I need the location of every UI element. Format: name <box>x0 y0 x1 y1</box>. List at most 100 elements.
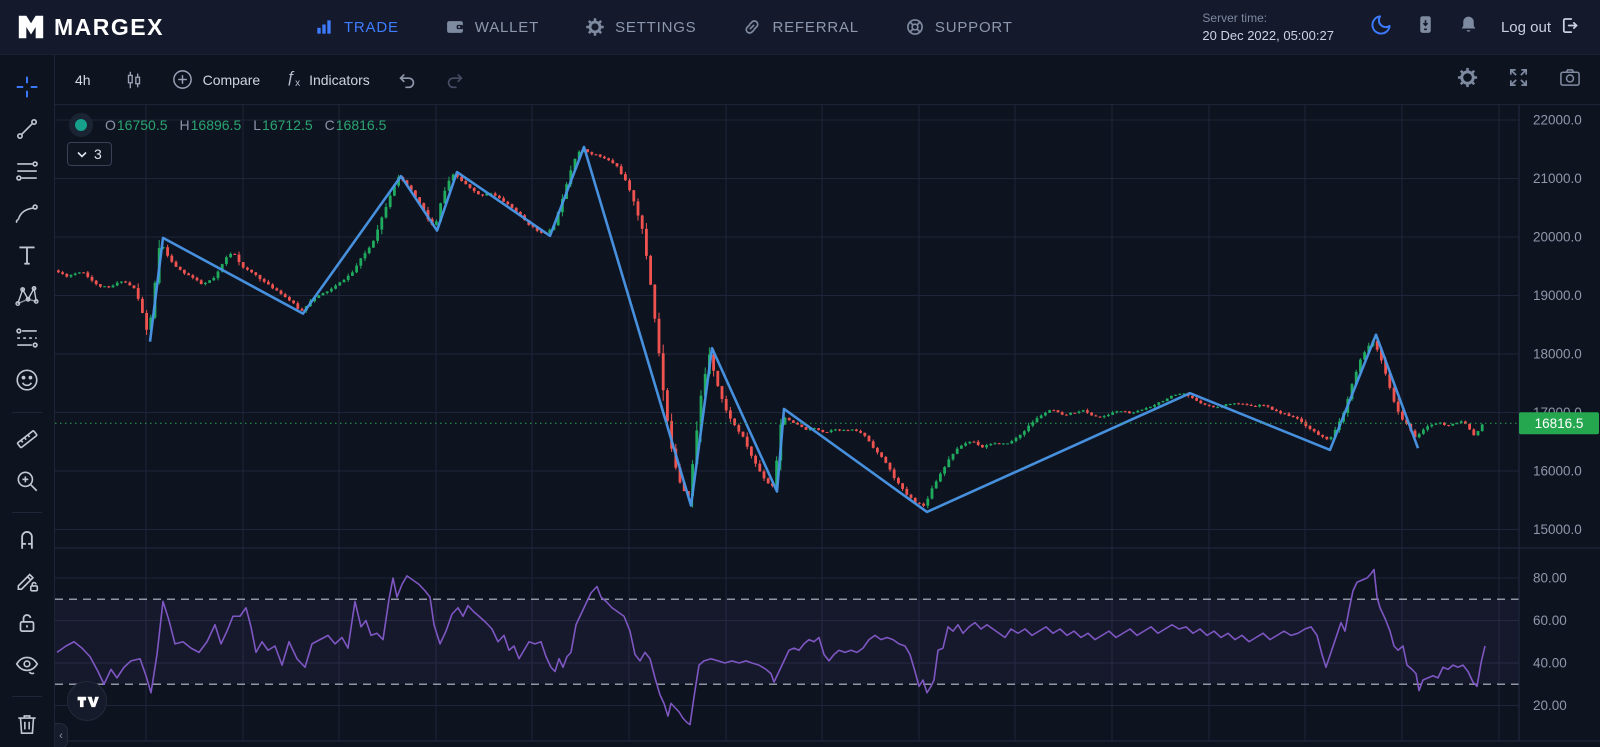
tool-crosshair[interactable] <box>0 69 55 111</box>
tradingview-logo-icon <box>77 696 99 708</box>
tool-drawing-sync-lock[interactable] <box>0 563 55 605</box>
svg-text:20.00: 20.00 <box>1533 698 1567 713</box>
lifebuoy-icon <box>905 17 925 37</box>
price-axis[interactable]: 22000.021000.020000.019000.018000.017000… <box>1533 113 1582 714</box>
nav-item-support[interactable]: SUPPORT <box>905 17 1013 37</box>
chart-settings-button[interactable] <box>1456 66 1479 94</box>
svg-text:15000.0: 15000.0 <box>1533 522 1582 537</box>
nav-item-referral[interactable]: REFERRAL <box>742 17 858 37</box>
trend-line-icon <box>14 116 40 147</box>
ruler-icon <box>14 426 40 457</box>
text-icon <box>14 242 40 273</box>
zoom-in-icon <box>14 468 40 499</box>
gear-icon <box>585 17 605 37</box>
svg-text:20000.0: 20000.0 <box>1533 230 1582 245</box>
interval-button[interactable]: 4h <box>69 72 97 88</box>
svg-text:40.00: 40.00 <box>1533 656 1567 671</box>
tool-ruler[interactable] <box>0 420 55 462</box>
svg-text:19000.0: 19000.0 <box>1533 288 1582 303</box>
svg-text:60.00: 60.00 <box>1533 613 1567 628</box>
nav-item-trade[interactable]: TRADE <box>314 17 399 37</box>
bell-icon <box>1458 13 1479 41</box>
tool-hide-all-drawings[interactable] <box>0 647 55 689</box>
margex-logo[interactable]: MARGEX <box>16 12 164 42</box>
tool-emoji[interactable] <box>0 362 55 404</box>
ohlc-high: H 16896.5 <box>179 117 242 133</box>
tool-brush[interactable] <box>0 194 55 236</box>
chevron-left-icon: ‹ <box>59 730 63 742</box>
candles-count-dropdown[interactable]: 3 <box>67 142 112 166</box>
trash-icon <box>14 711 40 742</box>
nav-item-wallet[interactable]: WALLET <box>445 17 539 37</box>
mobile-app-icon <box>1415 13 1436 41</box>
toolbar-separator <box>12 696 42 698</box>
chart-area: 22000.021000.020000.019000.018000.017000… <box>55 105 1600 747</box>
crosshair-icon <box>14 74 40 105</box>
long-short-position-icon <box>14 325 40 356</box>
nav-label: SETTINGS <box>615 18 697 36</box>
candles-icon <box>123 68 145 92</box>
svg-text:22000.0: 22000.0 <box>1533 113 1582 128</box>
chart-toolbar: 4h Compare ƒx Indicators <box>55 55 1600 105</box>
nav-label: SUPPORT <box>934 18 1013 36</box>
ohlc-close: C 16816.5 <box>324 117 387 133</box>
lock-icon <box>14 610 40 641</box>
compare-button[interactable]: Compare <box>171 68 260 91</box>
xabcd-pattern-icon <box>14 283 40 314</box>
chart-grid <box>55 105 1519 741</box>
theme-toggle-button[interactable] <box>1370 13 1393 41</box>
tool-trend-line[interactable] <box>0 111 55 153</box>
snapshot-button[interactable] <box>1558 66 1582 94</box>
ohlc-open: O 16750.5 <box>105 117 168 133</box>
tool-magnet[interactable] <box>0 521 55 563</box>
wallet-icon <box>445 17 465 37</box>
nav-item-settings[interactable]: SETTINGS <box>585 17 696 37</box>
tool-xabcd-pattern[interactable] <box>0 278 55 320</box>
bar-chart-icon <box>314 17 334 37</box>
chevron-down-icon <box>77 151 87 158</box>
tool-text[interactable] <box>0 236 55 278</box>
toolbar-separator <box>12 411 42 413</box>
svg-text:80.00: 80.00 <box>1533 571 1567 586</box>
tradingview-logo[interactable] <box>67 681 107 721</box>
candles-count-value: 3 <box>94 146 102 162</box>
eye-icon <box>14 652 40 683</box>
tool-lock-all-drawings[interactable] <box>0 605 55 647</box>
tool-long-short-position[interactable] <box>0 320 55 362</box>
redo-button[interactable] <box>444 69 466 91</box>
top-nav: MARGEX TRADE WALLET SETTINGS <box>0 0 1600 55</box>
undo-icon <box>396 69 418 91</box>
nav-right: Server time: 20 Dec 2022, 05:00:27 Log o… <box>1202 11 1580 43</box>
nav-label: REFERRAL <box>772 18 859 36</box>
zigzag-line[interactable] <box>148 145 1420 514</box>
chart-style-button[interactable] <box>123 68 145 92</box>
ohlc-legend: O 16750.5 H 16896.5 L 16712.5 C 16816.5 <box>69 113 386 137</box>
toolbar-collapse-tab[interactable]: ‹ <box>55 723 68 747</box>
indicators-label: Indicators <box>309 71 370 88</box>
rsi-line[interactable] <box>56 568 1486 726</box>
series-marker[interactable] <box>69 113 93 137</box>
redo-icon <box>444 69 466 91</box>
undo-button[interactable] <box>396 69 418 91</box>
tool-zoom-in[interactable] <box>0 462 55 504</box>
svg-text:21000.0: 21000.0 <box>1533 171 1582 186</box>
candles <box>57 147 1484 509</box>
moon-icon <box>1370 13 1393 41</box>
logout-icon <box>1559 15 1580 40</box>
nav-label: WALLET <box>474 18 540 36</box>
snapshot-icon <box>1558 66 1582 94</box>
fullscreen-button[interactable] <box>1507 66 1530 94</box>
tool-fib-retracement[interactable] <box>0 153 55 195</box>
logout-button[interactable]: Log out <box>1501 15 1580 40</box>
brand-name: MARGEX <box>54 13 164 40</box>
tool-remove-all-drawings[interactable] <box>0 705 55 747</box>
chart-settings-icon <box>1456 66 1479 94</box>
fullscreen-icon <box>1507 66 1530 94</box>
mobile-app-button[interactable] <box>1415 13 1436 41</box>
notifications-button[interactable] <box>1458 13 1479 41</box>
toolbar-separator <box>12 512 42 514</box>
brush-icon <box>14 200 40 231</box>
indicators-button[interactable]: ƒx Indicators <box>286 69 370 89</box>
price-chart[interactable]: 22000.021000.020000.019000.018000.017000… <box>55 105 1600 747</box>
